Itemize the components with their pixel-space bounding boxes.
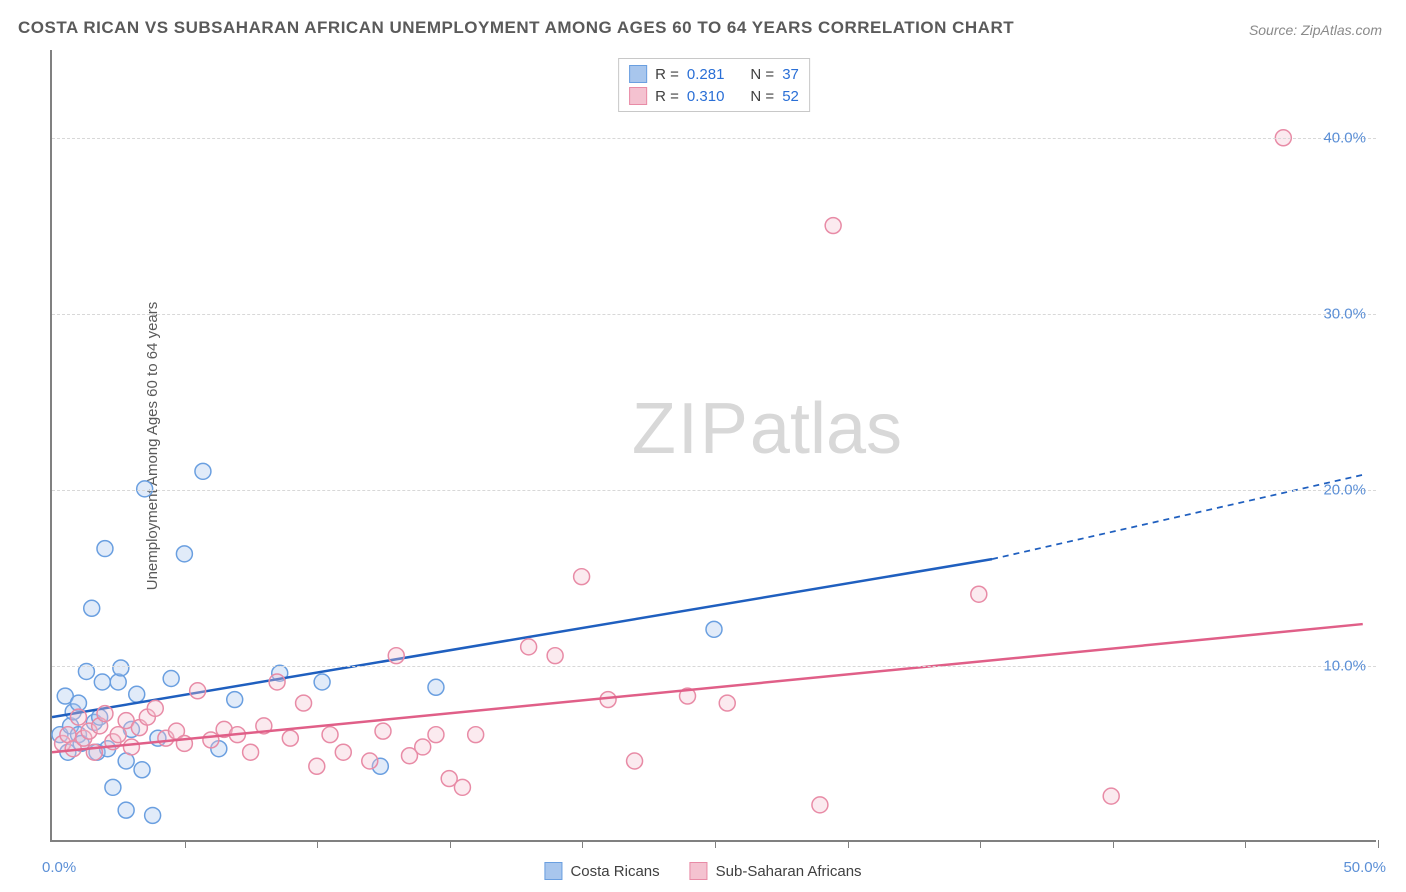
data-point xyxy=(296,695,312,711)
x-tick xyxy=(715,840,716,848)
data-point xyxy=(547,648,563,664)
data-point xyxy=(706,621,722,637)
x-tick xyxy=(450,840,451,848)
y-tick-label: 30.0% xyxy=(1323,306,1366,323)
x-tick xyxy=(582,840,583,848)
data-point xyxy=(825,218,841,234)
data-point xyxy=(719,695,735,711)
data-point xyxy=(521,639,537,655)
legend-n-value: 37 xyxy=(782,66,799,83)
data-point xyxy=(129,686,145,702)
data-point xyxy=(468,727,484,743)
legend-series-item: Costa Ricans xyxy=(544,862,659,880)
x-tick-label: 0.0% xyxy=(42,859,76,876)
legend-r-value: 0.310 xyxy=(687,88,725,105)
data-point xyxy=(203,732,219,748)
legend-swatch xyxy=(544,862,562,880)
data-point xyxy=(269,674,285,690)
legend-r-label: R = xyxy=(655,66,679,83)
data-point xyxy=(375,723,391,739)
source-attribution: Source: ZipAtlas.com xyxy=(1249,22,1382,38)
plot-svg xyxy=(52,50,1376,840)
legend-r-value: 0.281 xyxy=(687,66,725,83)
data-point xyxy=(110,674,126,690)
gridline-h xyxy=(52,314,1376,315)
data-point xyxy=(309,758,325,774)
legend-stats: R = 0.281 N = 37 R = 0.310 N = 52 xyxy=(618,58,810,112)
legend-r-label: R = xyxy=(655,88,679,105)
legend-series-item: Sub-Saharan Africans xyxy=(690,862,862,880)
data-point xyxy=(428,727,444,743)
legend-series-label: Sub-Saharan Africans xyxy=(716,863,862,880)
data-point xyxy=(454,779,470,795)
data-point xyxy=(118,802,134,818)
x-tick-label: 50.0% xyxy=(1343,859,1386,876)
legend-stats-row: R = 0.281 N = 37 xyxy=(629,63,799,85)
data-point xyxy=(335,744,351,760)
data-point xyxy=(105,779,121,795)
legend-stats-row: R = 0.310 N = 52 xyxy=(629,85,799,107)
gridline-h xyxy=(52,138,1376,139)
data-point xyxy=(362,753,378,769)
data-point xyxy=(388,648,404,664)
x-tick xyxy=(1245,840,1246,848)
data-point xyxy=(415,739,431,755)
gridline-h xyxy=(52,666,1376,667)
trend-line-dashed xyxy=(992,475,1363,559)
data-point xyxy=(322,727,338,743)
y-tick-label: 40.0% xyxy=(1323,130,1366,147)
data-point xyxy=(110,727,126,743)
legend-series-label: Costa Ricans xyxy=(570,863,659,880)
data-point xyxy=(227,692,243,708)
plot-area: ZIPatlas R =0.281N =37R =0.310N =52 10.0… xyxy=(50,50,1376,842)
legend-n-value: 52 xyxy=(782,88,799,105)
data-point xyxy=(314,674,330,690)
data-point xyxy=(97,706,113,722)
data-point xyxy=(134,762,150,778)
data-point xyxy=(282,730,298,746)
data-point xyxy=(176,546,192,562)
data-point xyxy=(137,481,153,497)
data-point xyxy=(971,586,987,602)
data-point xyxy=(190,683,206,699)
data-point xyxy=(574,569,590,585)
gridline-h xyxy=(52,490,1376,491)
trend-line xyxy=(52,624,1363,752)
y-tick-label: 20.0% xyxy=(1323,482,1366,499)
data-point xyxy=(428,679,444,695)
legend-swatch xyxy=(690,862,708,880)
y-tick-label: 10.0% xyxy=(1323,658,1366,675)
x-tick xyxy=(185,840,186,848)
data-point xyxy=(113,660,129,676)
legend-n-label: N = xyxy=(750,66,774,83)
x-tick xyxy=(980,840,981,848)
x-tick xyxy=(1113,840,1114,848)
data-point xyxy=(84,600,100,616)
data-point xyxy=(145,807,161,823)
data-point xyxy=(97,541,113,557)
data-point xyxy=(812,797,828,813)
legend-swatch xyxy=(629,87,647,105)
legend-n-label: N = xyxy=(750,88,774,105)
data-point xyxy=(147,700,163,716)
chart-container: COSTA RICAN VS SUBSAHARAN AFRICAN UNEMPL… xyxy=(0,0,1406,892)
data-point xyxy=(243,744,259,760)
legend-swatch xyxy=(629,65,647,83)
data-point xyxy=(627,753,643,769)
chart-title: COSTA RICAN VS SUBSAHARAN AFRICAN UNEMPL… xyxy=(18,18,1014,38)
data-point xyxy=(163,671,179,687)
x-tick xyxy=(848,840,849,848)
data-point xyxy=(195,463,211,479)
x-tick xyxy=(1378,840,1379,848)
data-point xyxy=(94,674,110,690)
x-tick xyxy=(317,840,318,848)
data-point xyxy=(1103,788,1119,804)
legend-series: Costa Ricans Sub-Saharan Africans xyxy=(544,862,861,880)
data-point xyxy=(70,709,86,725)
data-point xyxy=(123,739,139,755)
